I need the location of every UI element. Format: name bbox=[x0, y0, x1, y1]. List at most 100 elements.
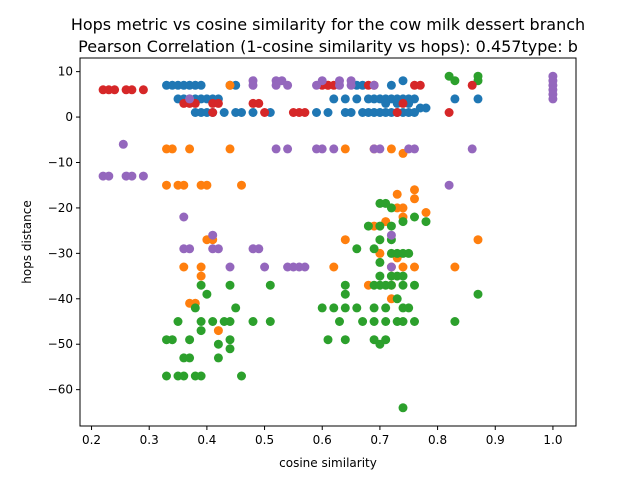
data-point-purple-46 bbox=[225, 262, 235, 272]
data-point-purple-37 bbox=[179, 212, 189, 222]
data-point-purple-12 bbox=[248, 80, 258, 90]
data-point-green-61 bbox=[398, 317, 408, 326]
data-point-purple-18 bbox=[369, 80, 379, 90]
data-point-purple-20 bbox=[118, 139, 128, 149]
data-point-green-35 bbox=[329, 303, 339, 313]
data-point-blue-39 bbox=[421, 103, 431, 113]
data-point-red-23 bbox=[260, 108, 270, 117]
data-point-green-14 bbox=[369, 244, 379, 254]
data-point-red-27 bbox=[392, 108, 402, 117]
data-point-green-47 bbox=[340, 289, 350, 299]
data-point-orange-12 bbox=[179, 180, 189, 190]
data-point-green-11 bbox=[375, 221, 385, 231]
data-point-red-5 bbox=[138, 85, 148, 95]
data-point-blue-35 bbox=[381, 98, 391, 108]
data-point-purple-19 bbox=[185, 94, 195, 104]
data-point-orange-6 bbox=[340, 144, 350, 154]
data-point-orange-20 bbox=[398, 203, 408, 213]
x-tick-label: 0.7 bbox=[370, 433, 389, 447]
data-point-blue-23 bbox=[352, 94, 362, 104]
data-point-green-58 bbox=[369, 317, 379, 326]
data-point-purple-35 bbox=[467, 144, 477, 154]
data-point-red-22 bbox=[208, 108, 218, 117]
data-point-blue-49 bbox=[323, 108, 333, 117]
data-point-green-31 bbox=[225, 280, 235, 290]
data-point-green-63 bbox=[450, 317, 460, 326]
data-point-orange-32 bbox=[196, 271, 206, 281]
data-point-purple-22 bbox=[104, 171, 114, 181]
data-point-purple-13 bbox=[271, 80, 281, 90]
data-point-green-42 bbox=[190, 303, 200, 313]
x-tick-label: 0.5 bbox=[255, 433, 274, 447]
data-point-orange-0 bbox=[225, 80, 235, 90]
data-point-red-28 bbox=[444, 108, 454, 117]
data-point-green-12 bbox=[386, 221, 396, 231]
data-point-blue-62 bbox=[312, 108, 321, 117]
data-point-blue-34 bbox=[450, 94, 460, 104]
data-point-green-34 bbox=[398, 271, 408, 281]
data-point-orange-34 bbox=[329, 262, 339, 272]
data-point-green-18 bbox=[375, 271, 385, 281]
data-point-blue-21 bbox=[329, 94, 339, 104]
data-point-green-69 bbox=[213, 339, 223, 349]
data-point-orange-16 bbox=[410, 185, 419, 195]
data-point-purple-17 bbox=[346, 80, 356, 90]
data-point-blue-47 bbox=[248, 108, 258, 117]
data-point-green-79 bbox=[213, 353, 223, 363]
data-point-red-21 bbox=[398, 98, 408, 108]
data-point-green-73 bbox=[340, 335, 350, 345]
data-point-purple-44 bbox=[254, 244, 264, 254]
data-point-purple-45 bbox=[208, 230, 218, 240]
data-point-purple-42 bbox=[213, 244, 223, 254]
data-point-green-64 bbox=[473, 289, 483, 299]
data-point-orange-15 bbox=[237, 180, 246, 190]
data-point-green-46 bbox=[317, 303, 327, 313]
data-point-green-43 bbox=[196, 280, 206, 290]
data-point-green-15 bbox=[375, 235, 385, 245]
data-point-green-86 bbox=[398, 403, 408, 413]
data-point-green-80 bbox=[162, 371, 171, 381]
data-point-red-4 bbox=[127, 85, 137, 95]
y-tick-label: −60 bbox=[48, 383, 73, 397]
plot-frame bbox=[79, 57, 577, 427]
data-point-orange-8 bbox=[386, 144, 396, 154]
data-point-purple-26 bbox=[271, 144, 281, 154]
data-point-blue-33 bbox=[473, 94, 483, 104]
data-point-green-13 bbox=[352, 244, 362, 254]
data-point-purple-36 bbox=[444, 180, 454, 190]
y-axis: 10 0 −10 −20 −30 −40 −50 −60 bbox=[48, 65, 80, 397]
y-tick-label: 0 bbox=[65, 110, 73, 124]
y-tick-label: −30 bbox=[48, 246, 73, 260]
x-tick-label: 0.2 bbox=[82, 433, 101, 447]
data-point-blue-22 bbox=[340, 94, 350, 104]
x-axis: 0.2 0.3 0.4 0.5 0.6 0.7 0.8 0.9 1.0 bbox=[82, 426, 562, 447]
data-point-green-71 bbox=[225, 344, 235, 354]
data-point-green-50 bbox=[196, 317, 206, 326]
data-point-orange-38 bbox=[450, 262, 460, 272]
data-point-green-6 bbox=[386, 203, 396, 213]
data-point-red-12 bbox=[415, 80, 425, 90]
data-point-red-2 bbox=[110, 85, 120, 95]
data-point-green-53 bbox=[225, 317, 235, 326]
data-point-green-48 bbox=[392, 294, 402, 304]
data-point-purple-30 bbox=[329, 144, 339, 154]
data-point-orange-14 bbox=[202, 180, 212, 190]
data-point-green-59 bbox=[381, 317, 391, 326]
data-point-green-78 bbox=[185, 353, 195, 363]
data-point-purple-52 bbox=[386, 262, 396, 272]
data-point-green-62 bbox=[410, 317, 419, 326]
data-point-green-56 bbox=[335, 317, 344, 326]
data-point-purple-47 bbox=[260, 262, 270, 272]
x-tick-label: 1.0 bbox=[543, 433, 562, 447]
data-point-red-26 bbox=[300, 108, 310, 117]
data-point-green-49 bbox=[173, 317, 183, 326]
data-point-green-70 bbox=[225, 335, 235, 345]
data-point-green-36 bbox=[340, 303, 350, 313]
data-point-red-20 bbox=[254, 98, 264, 108]
data-point-green-85 bbox=[237, 371, 246, 381]
data-point-blue-46 bbox=[237, 108, 246, 117]
data-point-green-29 bbox=[340, 280, 350, 290]
data-point-green-8 bbox=[421, 217, 431, 227]
y-tick-label: −50 bbox=[48, 337, 73, 351]
data-point-orange-27 bbox=[340, 235, 350, 245]
